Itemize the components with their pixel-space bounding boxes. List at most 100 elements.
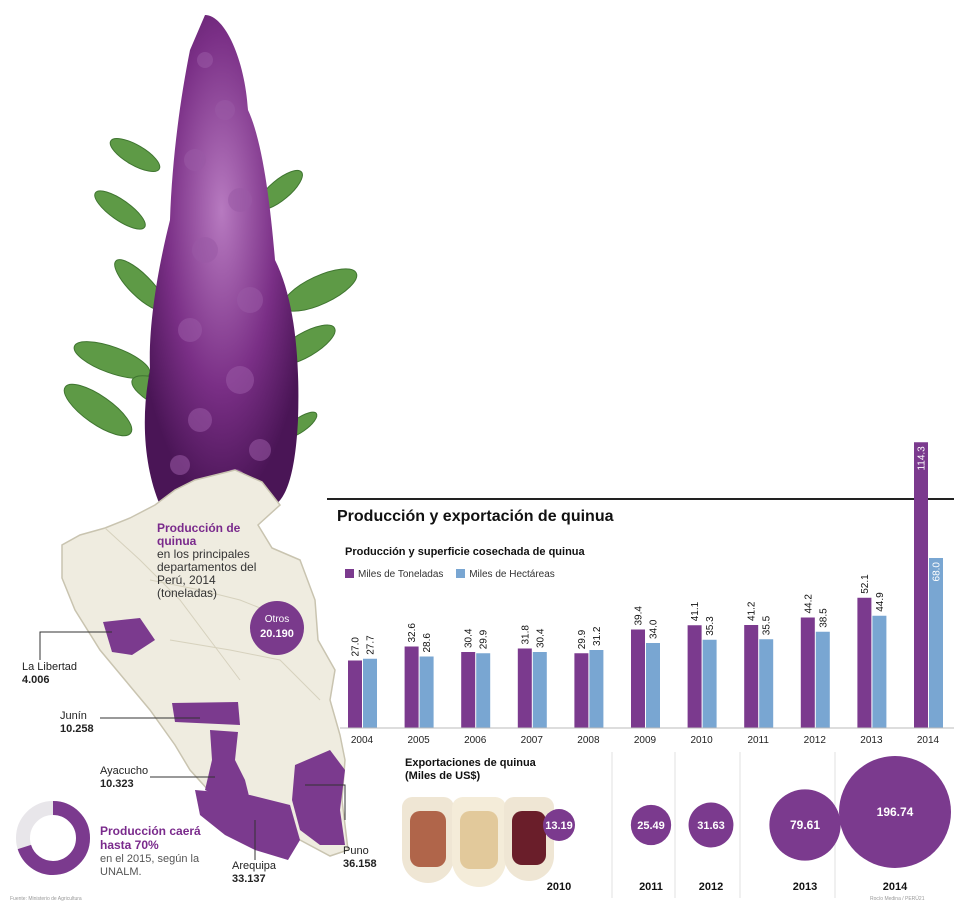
label-toneladas-2013: 52.1 (860, 574, 871, 594)
region-la-libertad (103, 618, 155, 655)
label-ayacucho: Ayacucho 10.323 (100, 765, 149, 790)
export-bubble-2014 (839, 756, 951, 868)
bar-toneladas-2006 (461, 652, 476, 728)
region-puno (292, 750, 345, 845)
map-unit: (toneladas) (157, 586, 218, 600)
bar-hectareas-2013 (872, 615, 887, 728)
bar-toneladas-2010 (687, 625, 702, 728)
label-hectareas-2013: 44.9 (875, 592, 886, 612)
label-hectareas-2004: 27.7 (366, 635, 377, 655)
credit-note: Rocío Medina / PERÚ21 (870, 896, 925, 902)
export-bubble-2013 (769, 789, 841, 861)
region-arequipa (195, 790, 300, 860)
export-value-2011: 25.49 (637, 820, 665, 832)
bar-hectareas-2005 (419, 656, 434, 728)
label-toneladas-2009: 39.4 (634, 606, 645, 626)
legend-swatch-toneladas (345, 569, 354, 578)
bar-toneladas-2004 (348, 660, 362, 728)
region-ayacucho (205, 730, 250, 802)
label-toneladas-2008: 29.9 (577, 629, 588, 649)
label-junin: Junín 10.258 (60, 710, 94, 735)
legend-item-hectareas: Miles de Hectáreas (456, 569, 555, 580)
x-tick-2014: 2014 (917, 735, 940, 746)
label-toneladas-2006: 30.4 (464, 628, 475, 648)
bar-toneladas-2008 (574, 653, 589, 728)
bar-hectareas-2011 (759, 639, 774, 728)
label-hectareas-2010: 35.3 (705, 616, 716, 636)
bar-toneladas-2014 (914, 442, 928, 728)
bar-hectareas-2007 (532, 652, 547, 728)
source-note: Fuente: Ministerio de Agricultura (10, 896, 82, 902)
label-hectareas-2005: 28.6 (422, 633, 433, 653)
legend-item-toneladas: Miles de Toneladas (345, 569, 443, 580)
bar-chart-legend: Miles de Toneladas Miles de Hectáreas (345, 569, 565, 580)
export-value-2010: 13.19 (545, 820, 573, 832)
map-title: Producción de quinua en los principales … (157, 522, 267, 600)
x-tick-2008: 2008 (577, 735, 600, 746)
map-title-emphasis: Producción de quinua (157, 521, 241, 548)
bar-toneladas-2012 (800, 617, 815, 728)
label-hectareas-2011: 35.5 (762, 615, 773, 635)
bar-hectareas-2004 (363, 658, 377, 728)
bar-hectareas-2006 (476, 653, 491, 728)
label-toneladas-2011: 41.2 (747, 601, 758, 621)
bar-hectareas-2009 (646, 643, 660, 728)
sack-black-quinoa (504, 797, 554, 881)
label-hectareas-2014: 68.0 (932, 562, 943, 582)
export-year-2011: 2011 (639, 881, 663, 893)
label-arequipa: Arequipa 33.137 (232, 860, 277, 885)
forecast-donut (16, 801, 90, 875)
x-tick-2005: 2005 (407, 735, 430, 746)
label-la-libertad: La Libertad 4.006 (22, 661, 78, 686)
main-title: Producción y exportación de quinua (337, 508, 614, 525)
label-toneladas-2010: 41.1 (690, 601, 701, 621)
label-puno: Puno 36.158 (343, 845, 377, 870)
forecast-rest: en el 2015, según la UNALM. (100, 853, 200, 878)
x-tick-2011: 2011 (747, 735, 769, 746)
export-year-2012: 2012 (699, 881, 723, 893)
export-value-2014: 196.74 (877, 805, 914, 819)
label-toneladas-2007: 31.8 (520, 625, 531, 645)
legend-swatch-hectareas (456, 569, 466, 578)
export-year-2014: 2014 (883, 881, 908, 893)
label-toneladas-2012: 44.2 (803, 594, 814, 614)
bar-toneladas-2007 (517, 648, 532, 728)
label-hectareas-2006: 29.9 (479, 629, 490, 649)
label-hectareas-2012: 38.5 (818, 608, 829, 628)
export-bubble-2010 (543, 809, 575, 841)
export-bubble-2012 (688, 802, 734, 848)
bar-hectareas-2014 (929, 558, 943, 728)
export-chart-title: Exportaciones de quinua (Miles de US$) (405, 757, 536, 782)
bar-hectareas-2010 (702, 639, 717, 728)
export-value-2013: 79.61 (790, 818, 820, 832)
title-rule (327, 498, 954, 500)
label-hectareas-2009: 34.0 (649, 619, 660, 639)
label-toneladas-2004: 27.0 (351, 637, 362, 657)
otros-badge: Otros 20.190 (250, 601, 304, 655)
x-tick-2006: 2006 (464, 735, 487, 746)
bar-toneladas-2005 (404, 646, 419, 728)
export-year-2010: 2010 (547, 881, 571, 893)
label-toneladas-2014: 114.3 (917, 446, 928, 471)
bar-toneladas-2013 (857, 597, 872, 728)
sack-white-quinoa (452, 797, 506, 887)
forecast-text: Producción caerá hasta 70% en el 2015, s… (100, 825, 220, 879)
sack-red-quinoa (402, 797, 454, 883)
map-title-text: en los principales departamentos del Per… (157, 547, 257, 587)
bar-toneladas-2011 (744, 625, 759, 728)
x-tick-2012: 2012 (804, 735, 827, 746)
region-junin (172, 702, 240, 725)
label-hectareas-2007: 30.4 (535, 628, 546, 648)
bar-chart-title: Producción y superficie cosechada de qui… (345, 546, 585, 558)
x-tick-2009: 2009 (634, 735, 657, 746)
x-tick-2004: 2004 (351, 735, 374, 746)
bar-hectareas-2008 (589, 650, 604, 728)
x-tick-2013: 2013 (860, 735, 883, 746)
forecast-emphasis: Producción caerá hasta 70% (100, 824, 201, 852)
bar-toneladas-2009 (631, 629, 645, 728)
export-year-2013: 2013 (793, 881, 817, 893)
x-tick-2007: 2007 (521, 735, 544, 746)
